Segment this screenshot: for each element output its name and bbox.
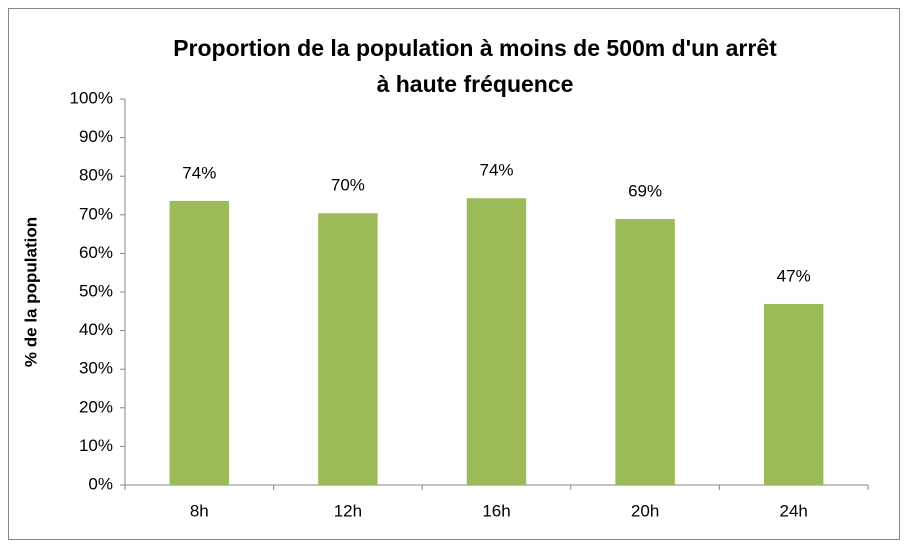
y-tick-label: 70%	[79, 204, 113, 223]
chart-border	[8, 8, 900, 540]
y-tick-label: 100%	[70, 88, 113, 107]
y-tick-label: 10%	[79, 436, 113, 455]
bar	[466, 198, 527, 485]
x-tick-label: 8h	[190, 501, 209, 520]
y-tick-label: 0%	[88, 474, 113, 493]
bar	[169, 200, 230, 486]
bar	[763, 303, 824, 485]
data-label: 74%	[479, 161, 513, 180]
y-axis-label: % de la population	[21, 217, 40, 367]
x-tick-label: 24h	[780, 501, 808, 520]
data-label: 70%	[331, 176, 365, 195]
x-tick-label: 12h	[334, 501, 362, 520]
x-tick-label: 16h	[482, 501, 510, 520]
y-tick-label: 60%	[79, 243, 113, 262]
y-tick-label: 30%	[79, 359, 113, 378]
y-tick-label: 80%	[79, 166, 113, 185]
y-tick-label: 40%	[79, 320, 113, 339]
data-label: 69%	[628, 182, 662, 201]
y-tick-label: 50%	[79, 281, 113, 300]
y-tick-label: 20%	[79, 397, 113, 416]
data-label: 47%	[777, 266, 811, 285]
bar	[318, 213, 378, 486]
x-tick-label: 20h	[631, 501, 659, 520]
bar	[615, 219, 675, 485]
y-tick-label: 90%	[79, 127, 113, 146]
data-label: 74%	[182, 163, 216, 182]
chart-title: à haute fréquence	[377, 71, 574, 97]
chart-title: Proportion de la population à moins de 5…	[173, 35, 777, 61]
